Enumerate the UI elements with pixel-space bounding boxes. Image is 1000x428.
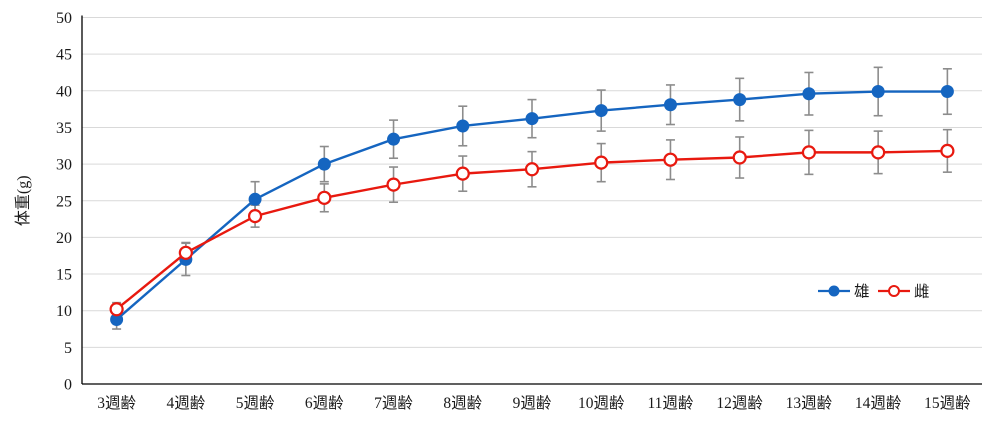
female-data-point bbox=[732, 150, 747, 165]
y-axis-tick-label: 35 bbox=[56, 120, 72, 137]
female-data-point bbox=[178, 245, 193, 260]
female-data-point bbox=[247, 209, 263, 224]
legend-marker-open-circle bbox=[888, 285, 900, 297]
male-data-point bbox=[940, 85, 954, 99]
female-data-point bbox=[386, 177, 401, 192]
male-data-point bbox=[733, 93, 747, 107]
x-axis-tick-label: 13週齢 bbox=[786, 394, 833, 412]
female-data-point bbox=[455, 166, 470, 181]
y-axis-tick-label: 45 bbox=[56, 47, 72, 64]
x-axis-tick-label: 14週齢 bbox=[855, 394, 902, 412]
x-axis-tick-label: 7週齢 bbox=[374, 394, 413, 412]
y-axis-title: 体重(g) bbox=[14, 175, 32, 226]
y-axis-tick-label: 50 bbox=[56, 10, 72, 27]
x-axis-tick-label: 12週齢 bbox=[716, 394, 763, 412]
x-axis-tick-label: 9週齢 bbox=[513, 394, 552, 412]
x-axis-tick-label: 11週齢 bbox=[647, 394, 693, 412]
male-data-point bbox=[110, 312, 124, 326]
male-data-point bbox=[802, 87, 816, 101]
female-data-point bbox=[317, 190, 332, 205]
male-data-point bbox=[317, 157, 331, 171]
male-data-point bbox=[525, 112, 539, 126]
y-axis-tick-label: 0 bbox=[64, 377, 72, 394]
female-data-point bbox=[663, 152, 678, 167]
x-axis-tick-label: 10週齢 bbox=[578, 394, 625, 412]
female-data-point bbox=[871, 145, 886, 160]
x-axis-tick-label: 3週齢 bbox=[97, 394, 136, 412]
female-data-point bbox=[940, 143, 955, 159]
y-axis-tick-label: 25 bbox=[56, 193, 72, 210]
y-axis-tick-label: 15 bbox=[56, 267, 72, 284]
x-axis-tick-label: 5週齢 bbox=[236, 394, 275, 412]
male-error-bars bbox=[112, 66, 952, 330]
x-axis-tick-label: 15週齢 bbox=[924, 394, 971, 412]
y-axis-tick-label: 20 bbox=[56, 230, 72, 247]
female-data-point bbox=[109, 302, 124, 317]
y-axis-tick-label: 30 bbox=[56, 157, 72, 174]
legend: 雄雌 bbox=[818, 283, 930, 301]
male-data-point bbox=[456, 119, 470, 133]
female-data-point bbox=[801, 145, 817, 160]
male-data-point bbox=[871, 85, 885, 99]
y-axis-tick-label: 5 bbox=[64, 340, 72, 357]
legend-marker-filled-circle bbox=[828, 285, 840, 297]
female-data-point bbox=[594, 155, 609, 170]
male-data-point bbox=[248, 192, 262, 206]
female-error-bars bbox=[112, 128, 952, 317]
y-axis-tick-label: 10 bbox=[56, 303, 72, 320]
male-data-point bbox=[594, 104, 608, 118]
x-axis-tick-label: 4週齢 bbox=[166, 394, 205, 412]
legend-item-male: 雄 bbox=[818, 283, 870, 301]
x-axis-tick-label: 8週齢 bbox=[443, 394, 482, 412]
legend-label: 雌 bbox=[914, 283, 930, 301]
y-axis-tick-label: 40 bbox=[56, 83, 72, 100]
female-data-point bbox=[524, 162, 540, 177]
male-data-point bbox=[663, 98, 677, 112]
legend-item-female: 雌 bbox=[878, 283, 930, 301]
legend-label: 雄 bbox=[854, 283, 870, 301]
x-axis-tick-label: 6週齢 bbox=[305, 394, 344, 412]
male-data-point bbox=[387, 132, 401, 146]
